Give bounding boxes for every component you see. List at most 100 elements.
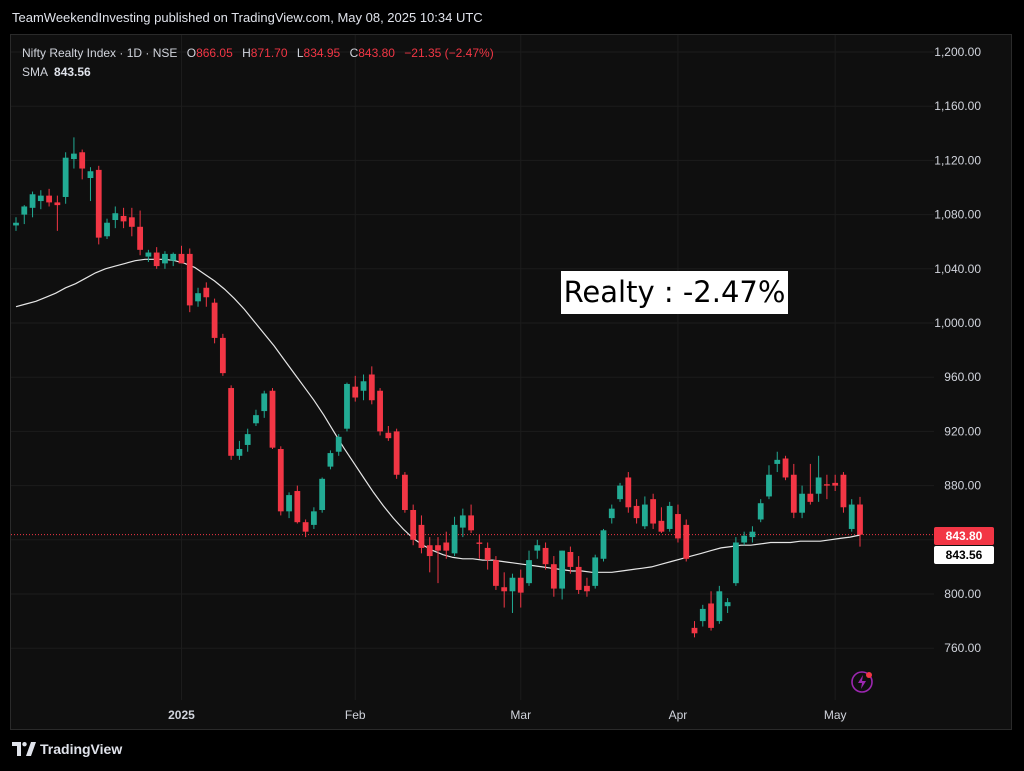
published-text: TeamWeekendInvesting published on Tradin… <box>12 10 483 25</box>
high-key: H <box>242 46 251 60</box>
candle-body <box>319 478 326 510</box>
candle-body <box>87 171 94 179</box>
candle-body <box>766 474 772 497</box>
candle-body <box>195 293 201 302</box>
candle-body <box>327 453 334 467</box>
candle-body <box>509 577 516 592</box>
symbol-label[interactable]: Nifty Realty Index · 1D · NSE <box>22 46 178 60</box>
footer-brand: TradingView <box>40 741 123 757</box>
candle-body <box>501 587 508 592</box>
candle-body <box>236 449 243 456</box>
candle-body <box>774 459 781 464</box>
candle-body <box>625 477 632 508</box>
last-price-badge: 843.80 <box>934 527 994 545</box>
candle-body <box>459 515 466 528</box>
low-key: L <box>296 46 304 60</box>
candle-body <box>137 226 144 250</box>
sma-row[interactable]: SMA 843.56 <box>22 63 494 82</box>
candle-body <box>584 585 590 592</box>
candle-body <box>675 514 681 539</box>
candle-body <box>799 493 805 513</box>
candle-body <box>526 560 532 584</box>
candle-body <box>13 222 19 226</box>
candle-body <box>162 253 168 264</box>
candle-body <box>62 157 69 197</box>
published-header: TeamWeekendInvesting published on Tradin… <box>0 0 1024 34</box>
candle-body <box>824 484 830 486</box>
y-tick-label: 800.00 <box>944 587 981 601</box>
y-tick-label: 920.00 <box>944 424 981 438</box>
candle-body <box>534 545 541 551</box>
candle-body <box>170 253 177 261</box>
ohlc-row: Nifty Realty Index · 1D · NSE O866.05 H8… <box>22 44 494 63</box>
candle-body <box>186 253 193 306</box>
high-value: 871.70 <box>250 46 288 60</box>
candle-body <box>617 485 623 500</box>
y-tick-label: 1,080.00 <box>934 208 981 222</box>
candle-body <box>542 547 549 565</box>
candle-body <box>46 195 52 203</box>
sma-label: SMA <box>22 65 49 79</box>
candle-body <box>178 253 185 264</box>
x-tick-label: Apr <box>669 708 688 722</box>
candle-body <box>385 432 392 439</box>
candle-body <box>608 508 615 519</box>
candle-body <box>79 152 86 169</box>
sma-value: 843.56 <box>54 65 91 79</box>
candle-body <box>782 458 789 478</box>
candle-body <box>476 542 483 544</box>
candle-body <box>418 524 425 548</box>
candle-body <box>633 505 640 519</box>
x-tick-label: Feb <box>345 708 366 722</box>
chart-legend: Nifty Realty Index · 1D · NSE O866.05 H8… <box>22 44 494 82</box>
tradingview-logo[interactable]: TradingView <box>12 741 122 757</box>
candle-body <box>691 627 698 634</box>
candle-body <box>575 566 582 590</box>
x-tick-label: Mar <box>510 708 531 722</box>
candle-body <box>71 153 77 160</box>
candle-body <box>352 386 359 398</box>
candle-body <box>435 545 441 551</box>
candle-body <box>517 577 524 593</box>
candle-body <box>484 547 491 561</box>
candle-body <box>244 434 251 445</box>
candle-body <box>145 252 152 257</box>
candle-body <box>128 217 135 227</box>
candle-body <box>641 504 648 527</box>
candle-body <box>840 474 847 508</box>
candle-body <box>790 474 797 513</box>
candle-body <box>228 388 235 456</box>
candle-body <box>807 493 814 502</box>
candle-body <box>683 524 690 559</box>
realty-annotation[interactable]: Realty : -2.47% <box>561 271 788 314</box>
candle-body <box>368 374 375 401</box>
candle-body <box>832 482 839 486</box>
y-tick-label: 1,200.00 <box>934 45 981 59</box>
candle-body <box>699 608 706 622</box>
candle-body <box>54 202 61 206</box>
candle-body <box>666 505 673 529</box>
candle-body <box>493 560 499 586</box>
candle-body <box>29 194 36 208</box>
candle-body <box>253 415 259 424</box>
candle-body <box>402 474 408 510</box>
y-tick-label: 760.00 <box>944 641 981 655</box>
candle-body <box>732 542 739 584</box>
candle-body <box>120 215 127 222</box>
lightning-icon[interactable] <box>850 670 874 694</box>
candle-body <box>600 530 607 559</box>
y-tick-label: 1,000.00 <box>934 316 981 330</box>
candle-body <box>302 522 309 532</box>
close-key: C <box>349 46 359 60</box>
y-tick-label: 1,120.00 <box>934 153 981 167</box>
candle-body <box>559 550 566 589</box>
candle-body <box>286 495 292 512</box>
chart-frame[interactable] <box>10 34 1012 730</box>
candle-body <box>741 535 748 543</box>
candle-body <box>393 431 400 475</box>
candle-body <box>277 449 284 512</box>
candle-body <box>294 491 301 523</box>
candle-body <box>37 195 44 202</box>
tradingview-logo-icon <box>12 742 36 756</box>
